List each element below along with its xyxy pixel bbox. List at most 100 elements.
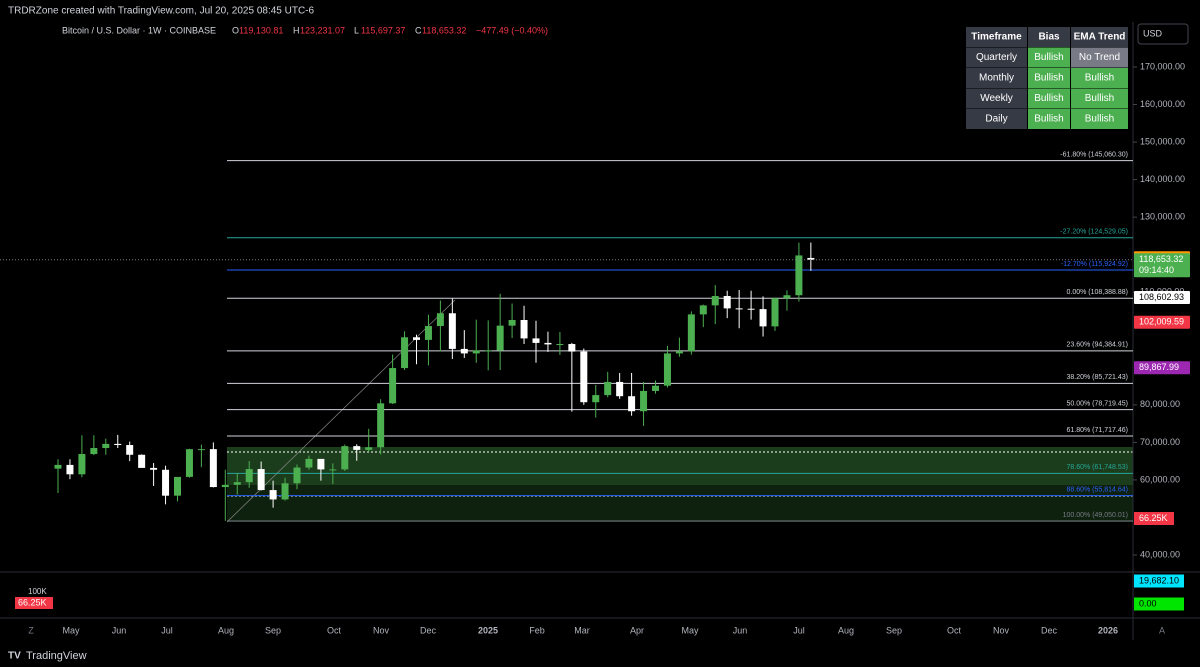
table-cell bbox=[966, 27, 1027, 47]
candle-body bbox=[592, 395, 600, 403]
candle-body bbox=[281, 483, 289, 500]
candle-body bbox=[138, 454, 146, 468]
candle-body bbox=[628, 396, 636, 412]
candle-body bbox=[424, 326, 432, 340]
candle-body bbox=[114, 443, 122, 446]
time-label: Feb bbox=[529, 625, 545, 635]
candle-body bbox=[305, 458, 313, 468]
table-cell bbox=[966, 88, 1027, 109]
time-label: 2026 bbox=[1098, 625, 1118, 635]
price-label-bg bbox=[1134, 253, 1190, 278]
table-cell bbox=[1071, 47, 1128, 68]
brand: TradingView bbox=[26, 650, 87, 662]
price-countdown: 09:14:40 bbox=[1139, 265, 1174, 275]
table-cell bbox=[1028, 27, 1070, 47]
time-label: May bbox=[681, 625, 699, 635]
candle-body bbox=[663, 353, 671, 386]
candle-body bbox=[532, 338, 540, 343]
indicator-scale: 100K bbox=[28, 587, 47, 596]
candle-body bbox=[126, 445, 134, 455]
time-label: Jun bbox=[733, 625, 748, 635]
candle-body bbox=[174, 476, 181, 496]
candle-body bbox=[185, 449, 193, 477]
logo: TV bbox=[8, 651, 21, 662]
candle-body bbox=[711, 295, 719, 306]
symbol: Bitcoin / U.S. Dollar · 1W · COINBASE bbox=[62, 25, 216, 35]
volume-label-bg bbox=[1134, 512, 1174, 525]
time-label: Sep bbox=[265, 625, 281, 635]
price-label: 89,867.99 bbox=[1139, 362, 1179, 372]
candle-body bbox=[771, 298, 779, 327]
table-text: Bullish bbox=[1085, 93, 1114, 104]
time-label: Mar bbox=[574, 625, 590, 635]
table-text: No Trend bbox=[1079, 52, 1120, 63]
currency-button[interactable] bbox=[1137, 23, 1189, 45]
indicator-value: 19,682.10 bbox=[1139, 575, 1179, 585]
time-label: Dec bbox=[1041, 625, 1058, 635]
candle-body bbox=[436, 313, 444, 327]
time-label: 2025 bbox=[478, 625, 498, 635]
time-label: Jul bbox=[793, 625, 805, 635]
candle-body bbox=[544, 342, 552, 345]
candle-body bbox=[102, 443, 110, 449]
candle-body bbox=[783, 295, 791, 299]
zone bbox=[227, 447, 1133, 485]
candle-body bbox=[197, 449, 205, 451]
table-cell bbox=[966, 47, 1027, 68]
price-label: 108,602.93 bbox=[1139, 292, 1184, 302]
indicator-value-bg bbox=[1134, 574, 1184, 588]
currency[interactable]: USD bbox=[1143, 28, 1163, 38]
table-cell bbox=[1071, 88, 1128, 109]
fib-label: 61.80% (71,717.46) bbox=[1067, 427, 1129, 434]
price-label-bg bbox=[1134, 361, 1190, 375]
candle-body bbox=[580, 351, 588, 403]
candle-body bbox=[795, 255, 803, 296]
table-text: Bias bbox=[1038, 32, 1060, 43]
zone bbox=[227, 485, 1133, 522]
y-tick-label: 130,000.00 bbox=[1140, 212, 1185, 222]
candle-body bbox=[245, 469, 253, 483]
candle-body bbox=[496, 325, 504, 351]
time-label: Aug bbox=[838, 625, 854, 635]
candle-body bbox=[448, 313, 456, 349]
table-text: Bullish bbox=[1034, 52, 1063, 63]
volume-label: 66.25K bbox=[1139, 513, 1168, 523]
candle-body bbox=[520, 320, 528, 339]
table-text: Bullish bbox=[1085, 73, 1114, 84]
candle-body bbox=[640, 390, 648, 412]
time-label: Jun bbox=[112, 625, 127, 635]
fib-label: -12.70% (115,924.92) bbox=[1061, 261, 1128, 268]
table-cell bbox=[1028, 109, 1070, 129]
candle-body bbox=[78, 454, 86, 475]
candle-body bbox=[269, 490, 277, 500]
time-label: Nov bbox=[373, 625, 390, 635]
candle-body bbox=[209, 449, 217, 488]
candle-body bbox=[604, 381, 612, 396]
candle-body bbox=[484, 350, 492, 352]
zoom-button[interactable]: Z bbox=[28, 625, 34, 635]
y-tick-label: 60,000.00 bbox=[1140, 474, 1180, 484]
ohlc-change: −477.49 (−0.40%) bbox=[476, 25, 548, 35]
ohlc-value: 115,697.37 bbox=[361, 25, 405, 35]
table-cell bbox=[1028, 68, 1070, 88]
auto-scale-button[interactable]: A bbox=[1159, 625, 1165, 635]
candle-body bbox=[616, 381, 624, 397]
candle-body bbox=[293, 467, 301, 484]
candle-body bbox=[759, 309, 767, 327]
y-tick-label: 150,000.00 bbox=[1140, 136, 1185, 146]
candle-body bbox=[162, 469, 170, 496]
time-label: May bbox=[62, 625, 80, 635]
time-label: Oct bbox=[327, 625, 342, 635]
indicator-value-bg bbox=[1134, 597, 1184, 611]
candle-body bbox=[472, 350, 480, 354]
time-label: Apr bbox=[630, 625, 644, 635]
fib-label: 100.00% (49,050.01) bbox=[1063, 512, 1128, 519]
table-cell bbox=[1071, 27, 1128, 47]
indicator-left: 66.25K bbox=[18, 597, 47, 607]
table-text: Timeframe bbox=[971, 32, 1022, 43]
candle-body bbox=[389, 368, 397, 404]
candle-body bbox=[257, 469, 265, 491]
candle-body bbox=[233, 482, 241, 485]
table-cell bbox=[966, 68, 1027, 88]
